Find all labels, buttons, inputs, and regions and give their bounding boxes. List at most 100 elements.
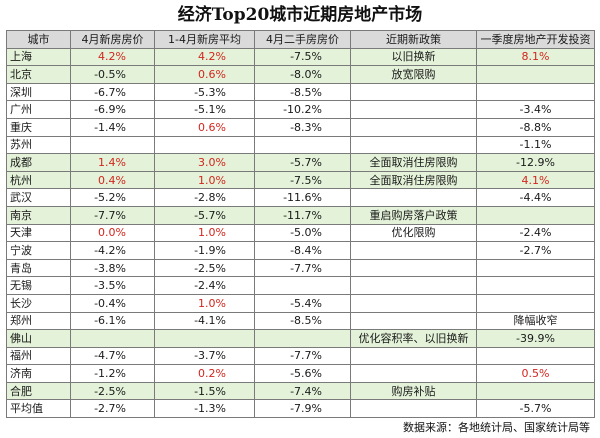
cell-april-second-hand-price: -5.7% (254, 153, 351, 172)
cell-q1-investment (476, 258, 595, 278)
column-header-jan-apr-new-average: 1-4月新房平均 (154, 30, 255, 49)
cell-jan-apr-new-average: 1.0% (154, 293, 255, 313)
cell-q1-investment: -1.1% (476, 135, 595, 155)
cell-q1-investment (476, 205, 595, 225)
cell-april-second-hand-price: -8.0% (254, 65, 351, 84)
cell-q1-investment: -5.7% (476, 399, 595, 419)
table-row: 郑州 -6.1% -4.1% -8.5% 降幅收窄 (6, 311, 595, 331)
cell-april-second-hand-price: -8.5% (254, 311, 351, 331)
table-row: 合肥 -2.5% -1.5% -7.4% 购房补贴 (6, 381, 595, 401)
cell-city: 武汉 (6, 188, 71, 207)
column-header-q1-investment: 一季度房地产开发投资 (476, 30, 595, 49)
cell-city: 北京 (6, 65, 71, 84)
cell-new-policy: 购房补贴 (350, 381, 477, 401)
cell-new-policy (350, 276, 477, 295)
cell-april-new-price: -6.9% (70, 100, 155, 119)
table-row: 苏州 -1.1% (6, 135, 595, 155)
column-header-april-new-price: 4月新房房价 (70, 30, 155, 49)
column-header-april-second-hand-price: 4月二手房房价 (254, 30, 351, 49)
cell-q1-investment: -4.4% (476, 188, 595, 207)
cell-april-new-price (70, 135, 155, 155)
cell-q1-investment: 0.5% (476, 364, 595, 383)
cell-q1-investment: -12.9% (476, 153, 595, 172)
cell-q1-investment (476, 381, 595, 401)
cell-april-second-hand-price: -11.7% (254, 205, 351, 225)
cell-city: 福州 (6, 346, 71, 366)
cell-new-policy (350, 100, 477, 119)
cell-new-policy (350, 293, 477, 313)
cell-april-new-price: -6.7% (70, 82, 155, 102)
cell-q1-investment: -2.4% (476, 223, 595, 243)
cell-new-policy: 放宽限购 (350, 65, 477, 84)
cell-jan-apr-new-average: -3.7% (154, 346, 255, 366)
cell-new-policy: 优化容积率、以旧换新 (350, 329, 477, 348)
cell-jan-apr-new-average: -2.8% (154, 188, 255, 207)
table-row: 杭州 0.4% 1.0% -7.5% 全面取消住房限购 4.1% (6, 170, 595, 190)
cell-jan-apr-new-average: 1.0% (154, 223, 255, 243)
cell-april-second-hand-price: -7.7% (254, 258, 351, 278)
cell-april-second-hand-price: -7.9% (254, 399, 351, 419)
cell-new-policy: 全面取消住房限购 (350, 170, 477, 190)
cell-new-policy: 优化限购 (350, 223, 477, 243)
cell-new-policy (350, 117, 477, 137)
cell-q1-investment: -39.9% (476, 329, 595, 348)
cell-q1-investment: 4.1% (476, 170, 595, 190)
cell-april-new-price: -7.7% (70, 205, 155, 225)
cell-jan-apr-new-average: -4.1% (154, 311, 255, 331)
column-header-city: 城市 (6, 30, 71, 49)
cell-q1-investment (476, 65, 595, 84)
cell-city: 平均值 (6, 399, 71, 419)
cell-april-new-price: -1.2% (70, 364, 155, 383)
cell-q1-investment: -2.7% (476, 241, 595, 260)
table-row: 武汉 -5.2% -2.8% -11.6% -4.4% (6, 188, 595, 207)
cell-april-second-hand-price: -8.4% (254, 241, 351, 260)
cell-jan-apr-new-average: 1.0% (154, 170, 255, 190)
cell-april-new-price: -4.7% (70, 346, 155, 366)
table-row: 长沙 -0.4% 1.0% -5.4% (6, 293, 595, 313)
cell-city: 青岛 (6, 258, 71, 278)
cell-city: 重庆 (6, 117, 71, 137)
cell-city: 郑州 (6, 311, 71, 331)
cell-april-second-hand-price: -8.3% (254, 117, 351, 137)
table-row: 北京 -0.5% 0.6% -8.0% 放宽限购 (6, 65, 595, 84)
cell-new-policy (350, 135, 477, 155)
cell-april-second-hand-price (254, 276, 351, 295)
cell-jan-apr-new-average: 3.0% (154, 153, 255, 172)
table-row: 福州 -4.7% -3.7% -7.7% (6, 346, 595, 366)
cell-april-new-price: -3.5% (70, 276, 155, 295)
cell-april-second-hand-price: -5.6% (254, 364, 351, 383)
cell-new-policy (350, 241, 477, 260)
table-row: 平均值 -2.7% -1.3% -7.9% -5.7% (6, 399, 595, 419)
table-row: 上海 4.2% 4.2% -7.5% 以旧换新 8.1% (6, 47, 595, 67)
cell-april-second-hand-price (254, 135, 351, 155)
cell-april-new-price: 1.4% (70, 153, 155, 172)
table-row: 青岛 -3.8% -2.5% -7.7% (6, 258, 595, 278)
cell-april-second-hand-price: -7.5% (254, 47, 351, 67)
cell-april-new-price: -3.8% (70, 258, 155, 278)
cell-april-new-price: 0.4% (70, 170, 155, 190)
cell-jan-apr-new-average (154, 135, 255, 155)
cell-new-policy (350, 311, 477, 331)
cell-city: 佛山 (6, 329, 71, 348)
cell-q1-investment (476, 276, 595, 295)
cell-jan-apr-new-average (154, 329, 255, 348)
cell-jan-apr-new-average: -1.3% (154, 399, 255, 419)
cell-city: 苏州 (6, 135, 71, 155)
cell-city: 南京 (6, 205, 71, 225)
table-row: 重庆 -1.4% 0.6% -8.3% -8.8% (6, 117, 595, 137)
market-table-container: 城市 4月新房房价 1-4月新房平均 4月二手房房价 近期新政策 一季度房地产开… (6, 30, 595, 419)
cell-april-second-hand-price (254, 329, 351, 348)
table-row: 济南 -1.2% 0.2% -5.6% 0.5% (6, 364, 595, 383)
table-row: 深圳 -6.7% -5.3% -8.5% (6, 82, 595, 102)
cell-city: 无锡 (6, 276, 71, 295)
table-row: 南京 -7.7% -5.7% -11.7% 重启购房落户政策 (6, 205, 595, 225)
cell-jan-apr-new-average: -5.1% (154, 100, 255, 119)
cell-april-new-price (70, 329, 155, 348)
table-row: 广州 -6.9% -5.1% -10.2% -3.4% (6, 100, 595, 119)
cell-city: 长沙 (6, 293, 71, 313)
table-header-row: 城市 4月新房房价 1-4月新房平均 4月二手房房价 近期新政策 一季度房地产开… (6, 30, 595, 49)
data-source-note: 数据来源：各地统计局、国家统计局等 (403, 421, 590, 434)
cell-q1-investment (476, 293, 595, 313)
cell-april-new-price: -0.4% (70, 293, 155, 313)
cell-april-new-price: 4.2% (70, 47, 155, 67)
